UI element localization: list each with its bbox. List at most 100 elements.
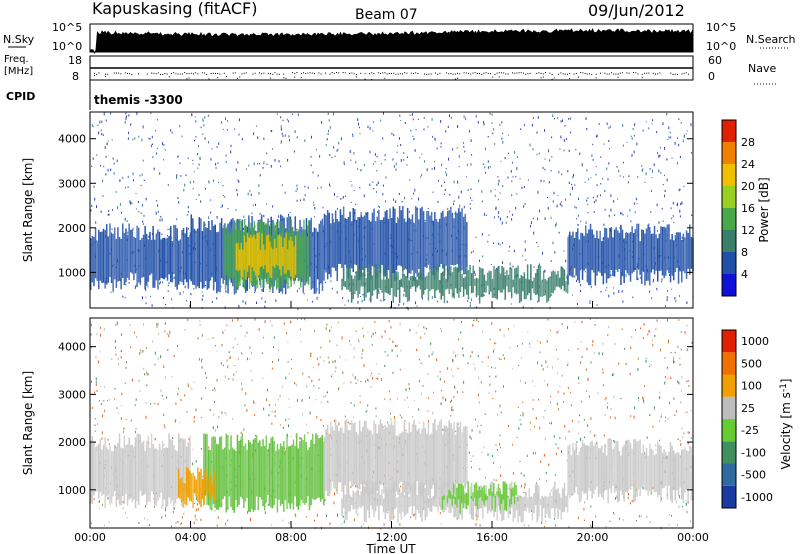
scatter-column: [200, 468, 202, 508]
scatter-column: [501, 494, 503, 504]
noise-pixel: [593, 201, 595, 204]
noise-pixel: [291, 113, 293, 115]
noise-pixel: [197, 337, 199, 340]
scatter-column: [456, 422, 458, 485]
noise-pixel: [407, 156, 408, 158]
noise-pixel: [144, 373, 146, 376]
scatter-column: [350, 275, 353, 303]
scatter-column: [494, 269, 497, 299]
noise-pixel: [103, 386, 105, 388]
noise-pixel: [431, 168, 433, 170]
noise-pixel: [122, 501, 124, 504]
noise-pixel: [631, 137, 633, 140]
nave-dot: [611, 72, 612, 74]
nave-dot: [652, 72, 654, 74]
noise-pixel: [427, 397, 429, 399]
scatter-column: [413, 419, 415, 497]
noise-pixel: [509, 346, 511, 349]
noise-pixel: [385, 176, 387, 179]
nave-dot: [626, 72, 628, 74]
noise-pixel: [308, 396, 310, 399]
noise-pixel: [206, 376, 208, 379]
noise-pixel: [350, 181, 352, 183]
noise-pixel: [494, 143, 496, 145]
scatter-column: [298, 229, 300, 281]
scatter-column: [315, 228, 317, 294]
scatter-column: [214, 473, 217, 502]
nave-dot: [124, 72, 126, 74]
noise-pixel: [361, 299, 363, 303]
noise-pixel: [195, 497, 197, 500]
scatter-column: [182, 482, 185, 508]
nave-dot: [613, 73, 615, 75]
noise-pixel: [522, 401, 524, 403]
noise-pixel: [431, 353, 433, 356]
scatter-column: [376, 492, 378, 507]
noise-pixel: [678, 143, 680, 147]
noise-pixel: [410, 129, 412, 132]
noise-pixel: [494, 367, 496, 369]
scatter-column: [334, 210, 337, 271]
noise-pixel: [416, 305, 418, 307]
scatter-column: [206, 433, 208, 505]
noise-pixel: [637, 277, 639, 281]
noise-pixel: [531, 123, 533, 127]
scatter-column: [99, 231, 102, 281]
noise-pixel: [619, 175, 621, 177]
nave-dot: [351, 72, 353, 74]
scatter-column: [378, 269, 380, 289]
noise-pixel: [456, 147, 458, 149]
scatter-column: [406, 207, 409, 279]
scatter-column: [149, 447, 151, 503]
noise-pixel: [226, 359, 228, 362]
noise-pixel: [584, 519, 585, 522]
scatter-column: [605, 228, 608, 284]
scatter-column: [625, 440, 627, 492]
nave-dot: [644, 72, 645, 74]
noise-pixel: [187, 157, 189, 159]
colorbar-swatch: [722, 396, 736, 420]
noise-pixel: [208, 446, 210, 449]
noise-pixel: [334, 369, 336, 373]
x-tick-label: 00:00: [677, 531, 709, 544]
noise-pixel: [494, 189, 496, 191]
x-tick-label: 20:00: [577, 531, 609, 544]
noise-pixel: [131, 201, 133, 205]
scatter-column: [237, 242, 239, 272]
noise-pixel: [495, 375, 497, 378]
noise-pixel: [613, 396, 615, 398]
noise-pixel: [483, 120, 485, 124]
noise-pixel: [488, 234, 490, 236]
noise-pixel: [659, 146, 661, 149]
nave-dot: [492, 76, 494, 78]
noise-pixel: [493, 350, 494, 353]
scatter-column: [464, 494, 466, 504]
noise-pixel: [150, 295, 152, 298]
scatter-column: [596, 441, 598, 487]
noise-pixel: [389, 412, 391, 415]
noise-pixel: [186, 214, 188, 216]
scatter-column: [360, 431, 362, 485]
scatter-column: [677, 232, 680, 284]
noise-pixel: [119, 179, 121, 182]
noise-pixel: [674, 361, 675, 363]
scatter-column: [562, 488, 564, 513]
noise-pixel: [469, 130, 470, 133]
scatter-column: [549, 276, 551, 298]
scatter-column: [270, 437, 272, 508]
noise-pixel: [586, 199, 588, 202]
noise-pixel: [138, 135, 140, 138]
scatter-column: [406, 490, 409, 514]
scatter-column: [644, 452, 646, 490]
noise-pixel: [451, 399, 452, 402]
nave-dot: [252, 73, 254, 75]
noise-pixel: [227, 519, 229, 522]
scatter-column: [613, 229, 616, 277]
noise-pixel: [238, 180, 240, 183]
noise-pixel: [608, 214, 610, 217]
noise-pixel: [405, 388, 407, 392]
noise-pixel: [177, 345, 178, 347]
noise-pixel: [604, 190, 606, 192]
noise-pixel: [175, 419, 177, 421]
